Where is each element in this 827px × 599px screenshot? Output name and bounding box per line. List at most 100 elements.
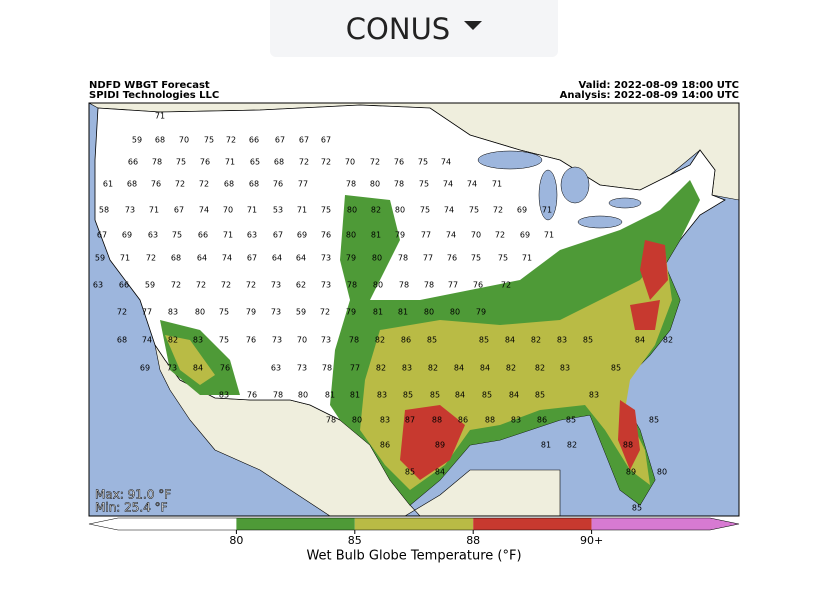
station-value: 71	[223, 231, 233, 240]
station-value: 71	[120, 254, 130, 263]
station-value: 74	[444, 206, 454, 215]
station-value: 70	[345, 158, 355, 167]
station-value: 78	[346, 180, 356, 189]
station-value: 82	[567, 441, 577, 450]
colorbar-label: Wet Bulb Globe Temperature (°F)	[306, 549, 521, 564]
station-value: 75	[321, 206, 331, 215]
station-value: 58	[99, 206, 109, 215]
station-value: 79	[476, 308, 486, 317]
station-value: 72	[226, 136, 236, 145]
station-value: 64	[296, 254, 306, 263]
station-value: 83	[168, 308, 178, 317]
station-value: 72	[117, 308, 127, 317]
station-value: 79	[246, 308, 256, 317]
station-value: 84	[193, 364, 203, 373]
station-value: 85	[403, 391, 413, 400]
station-value: 83	[511, 416, 521, 425]
station-value: 78	[399, 281, 409, 290]
station-value: 83	[589, 391, 599, 400]
station-value: 82	[535, 364, 545, 373]
station-value: 85	[405, 468, 415, 477]
station-value: 83	[560, 364, 570, 373]
station-value: 75	[471, 254, 481, 263]
station-value: 70	[179, 136, 189, 145]
lake	[538, 169, 558, 221]
colorbar-segment	[473, 518, 592, 530]
station-value: 71	[225, 158, 235, 167]
station-value: 72	[299, 158, 309, 167]
station-value: 67	[321, 136, 331, 145]
station-value: 85	[535, 391, 545, 400]
station-value: 76	[447, 254, 457, 263]
station-value: 70	[223, 206, 233, 215]
station-value: 72	[175, 180, 185, 189]
station-value: 68	[274, 158, 284, 167]
station-value: 80	[657, 468, 667, 477]
max-stat: Max: 91.0 °F	[95, 488, 171, 502]
station-value: 84	[505, 336, 515, 345]
station-value: 69	[517, 206, 527, 215]
station-value: 77	[142, 308, 152, 317]
station-value: 71	[297, 206, 307, 215]
station-value: 89	[626, 468, 636, 477]
colorbar-tick-label: 90+	[580, 534, 603, 547]
station-value: 84	[454, 364, 464, 373]
station-value: 83	[402, 364, 412, 373]
station-value: 71	[149, 206, 159, 215]
station-value: 69	[297, 231, 307, 240]
station-value: 72	[495, 231, 505, 240]
station-value: 68	[224, 180, 234, 189]
station-value: 84	[480, 364, 490, 373]
colorbar-segment	[354, 518, 474, 530]
station-value: 77	[423, 254, 433, 263]
station-value: 76	[473, 281, 483, 290]
station-value: 70	[297, 336, 307, 345]
station-value: 72	[501, 281, 511, 290]
colorbar-tick-label: 80	[229, 534, 243, 547]
lake	[608, 197, 642, 209]
station-value: 72	[321, 158, 331, 167]
station-value: 67	[247, 254, 257, 263]
station-value: 83	[380, 416, 390, 425]
colorbar-tick-label: 85	[348, 534, 362, 547]
station-value: 84	[435, 468, 445, 477]
station-value: 70	[471, 231, 481, 240]
station-value: 73	[167, 364, 177, 373]
dropdown-arrow	[464, 21, 483, 30]
station-value: 63	[148, 231, 158, 240]
station-value: 81	[325, 391, 335, 400]
station-value: 71	[544, 231, 554, 240]
station-value: 72	[221, 281, 231, 290]
station-value: 80	[352, 416, 362, 425]
heat-zone-88	[400, 405, 465, 480]
station-value: 59	[95, 254, 105, 263]
station-value: 75	[420, 206, 430, 215]
station-value: 63	[271, 364, 281, 373]
station-value: 78	[394, 180, 404, 189]
region-dropdown[interactable]: CONUS	[270, 0, 558, 57]
station-value: 75	[219, 308, 229, 317]
station-value: 82	[531, 336, 541, 345]
station-value: 69	[122, 231, 132, 240]
great-lakes	[477, 150, 642, 229]
station-value: 66	[198, 231, 208, 240]
station-value: 75	[176, 158, 186, 167]
title-right: Analysis: 2022-08-09 14:00 UTC	[560, 90, 739, 101]
station-value: 68	[155, 136, 165, 145]
station-value: 82	[375, 336, 385, 345]
station-value: 78	[326, 416, 336, 425]
station-value: 85	[583, 336, 593, 345]
colorbar-segment	[89, 518, 237, 530]
station-value: 75	[419, 180, 429, 189]
station-value: 77	[421, 231, 431, 240]
station-value: 80	[372, 254, 382, 263]
station-value: 67	[299, 136, 309, 145]
station-value: 85	[427, 336, 437, 345]
station-value: 80	[347, 206, 357, 215]
station-value: 53	[273, 206, 283, 215]
station-value: 80	[373, 281, 383, 290]
station-value: 63	[247, 231, 257, 240]
station-value: 88	[485, 416, 495, 425]
station-value: 66	[119, 281, 129, 290]
